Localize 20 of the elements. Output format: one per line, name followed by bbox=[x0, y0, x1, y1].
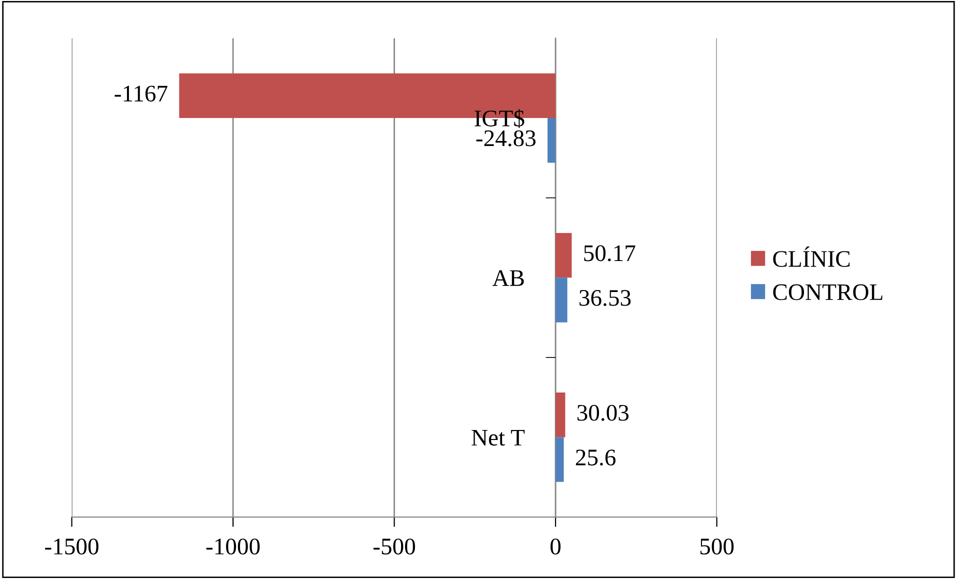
bar bbox=[556, 232, 572, 278]
x-tick-label: -500 bbox=[374, 538, 416, 554]
y-tick-label: AB bbox=[492, 270, 524, 286]
bar bbox=[548, 118, 556, 163]
bar bbox=[556, 437, 564, 482]
x-tick-label: 0 bbox=[550, 538, 561, 554]
data-label: -24.83 bbox=[476, 130, 536, 146]
y-tick-label: Net T bbox=[472, 430, 525, 446]
data-label: 30.03 bbox=[577, 404, 629, 421]
x-tick-label: 500 bbox=[700, 538, 734, 554]
data-label: 50.17 bbox=[584, 245, 636, 262]
x-tick-label: -1500 bbox=[45, 538, 98, 554]
x-tick-label: -1000 bbox=[206, 538, 260, 554]
bar bbox=[556, 392, 566, 438]
legend-label: CONTROL bbox=[773, 284, 882, 300]
data-label: -1167 bbox=[114, 86, 168, 102]
legend-label: CLÍNIC bbox=[773, 246, 850, 267]
data-label: 36.53 bbox=[580, 290, 631, 306]
bar bbox=[556, 278, 568, 322]
data-label: 25.6 bbox=[576, 450, 616, 466]
